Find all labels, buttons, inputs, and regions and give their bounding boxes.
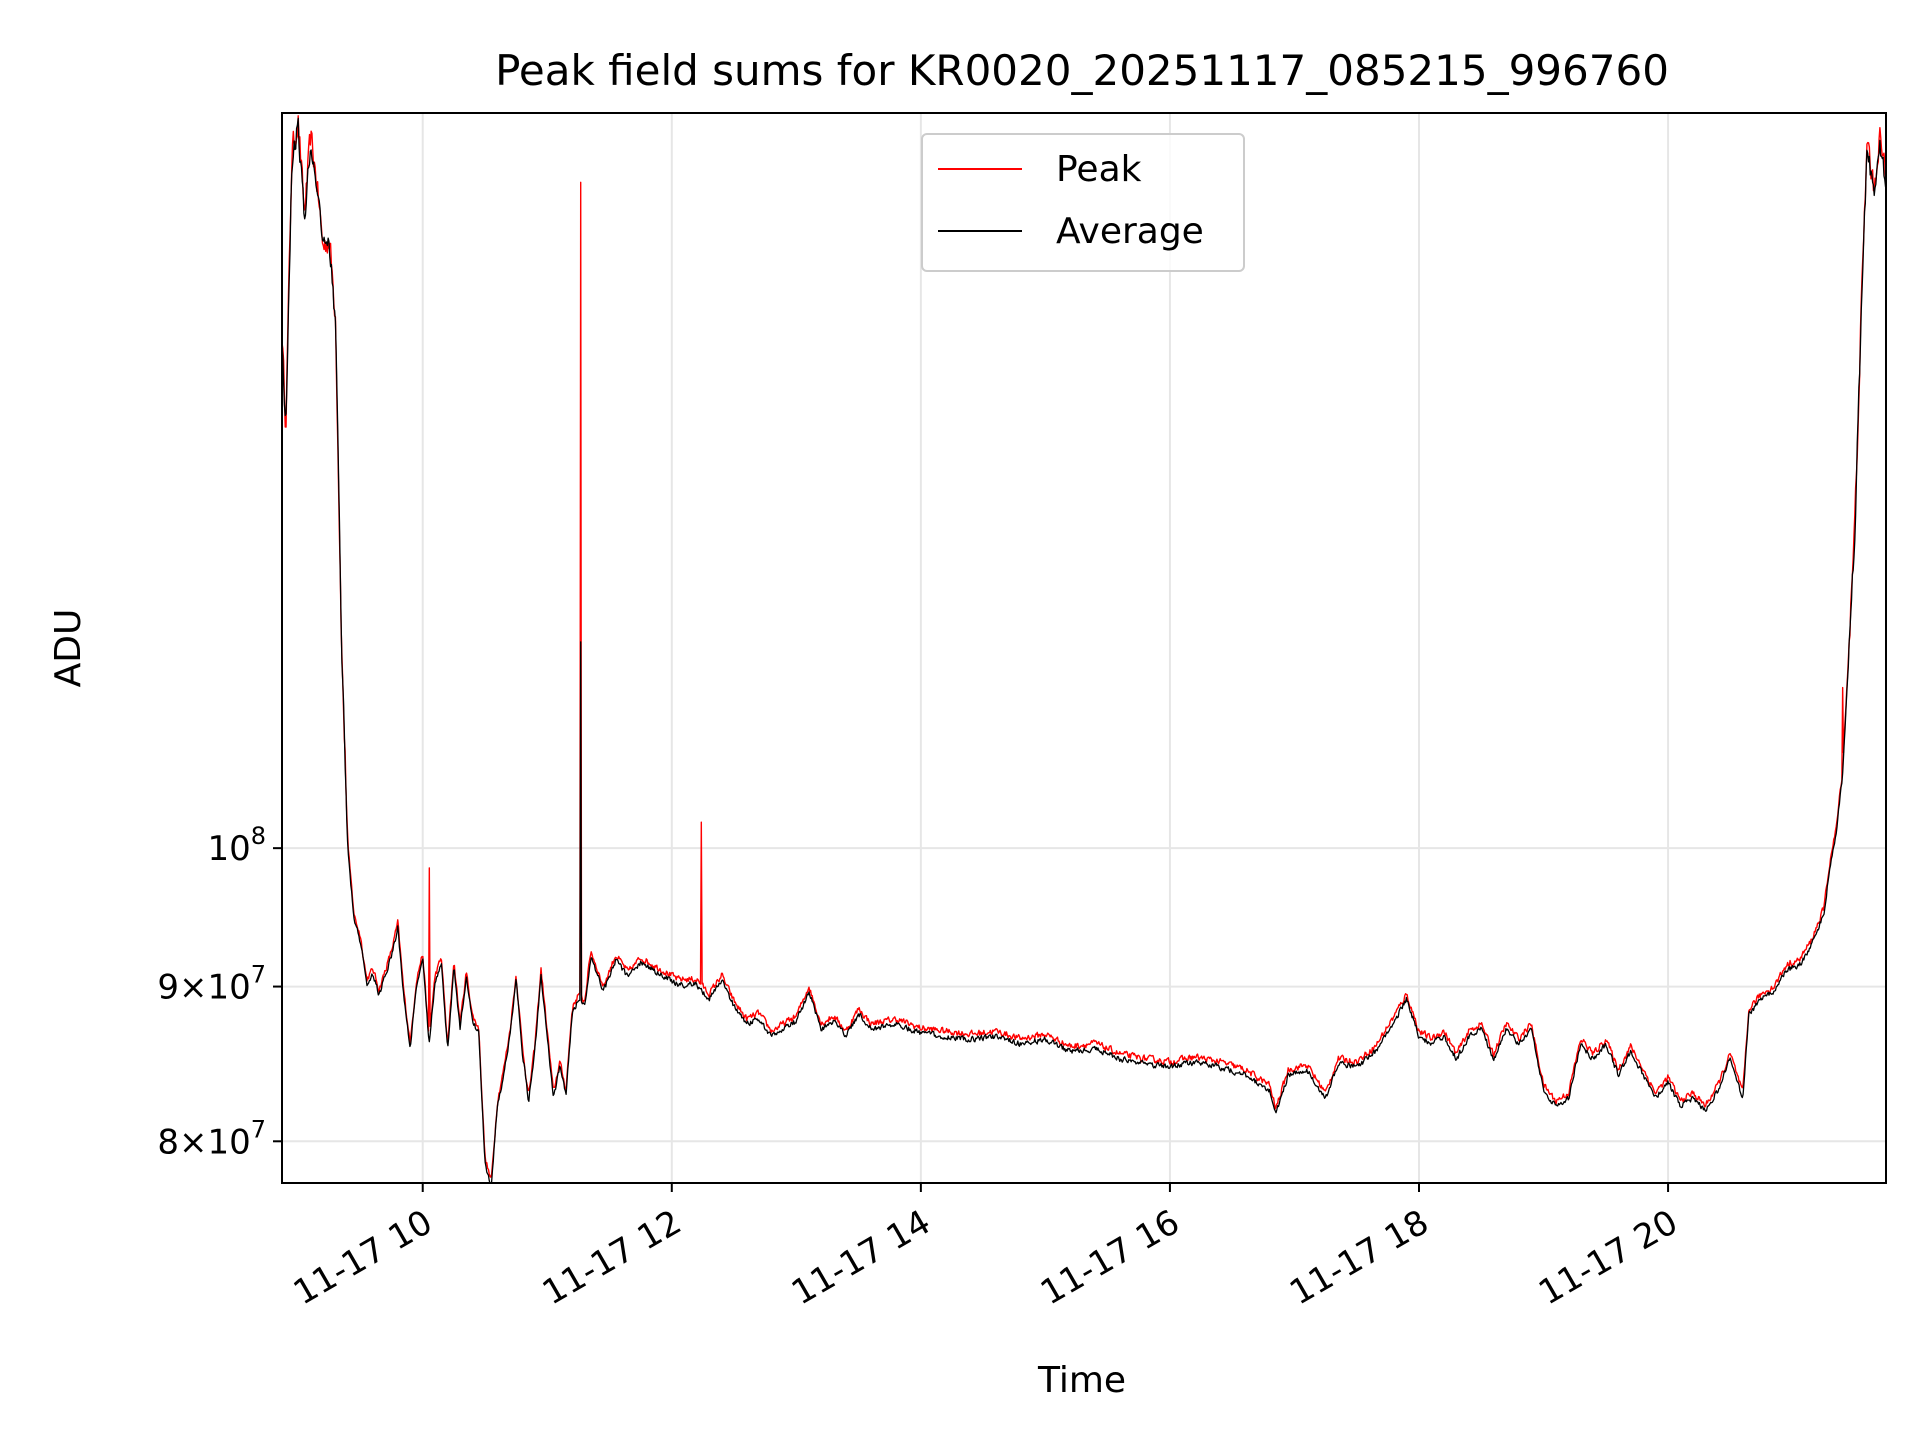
legend: Peak Average xyxy=(921,133,1245,272)
chart-title: Peak field sums for KR0020_20251117_0852… xyxy=(495,46,1669,95)
y-axis-title: ADU xyxy=(48,609,89,688)
legend-label-average: Average xyxy=(1056,211,1204,252)
series-line-average xyxy=(282,117,1886,1183)
y-tick-label: 8×107 xyxy=(157,1115,266,1162)
y-tick-label: 9×107 xyxy=(157,961,266,1008)
grid xyxy=(282,113,1886,1183)
legend-label-peak: Peak xyxy=(1056,149,1142,190)
series-layer xyxy=(282,115,1886,1183)
x-axis-title: Time xyxy=(1037,1360,1126,1401)
plot-frame xyxy=(281,112,1887,1184)
y-tick-label: 108 xyxy=(207,822,266,869)
